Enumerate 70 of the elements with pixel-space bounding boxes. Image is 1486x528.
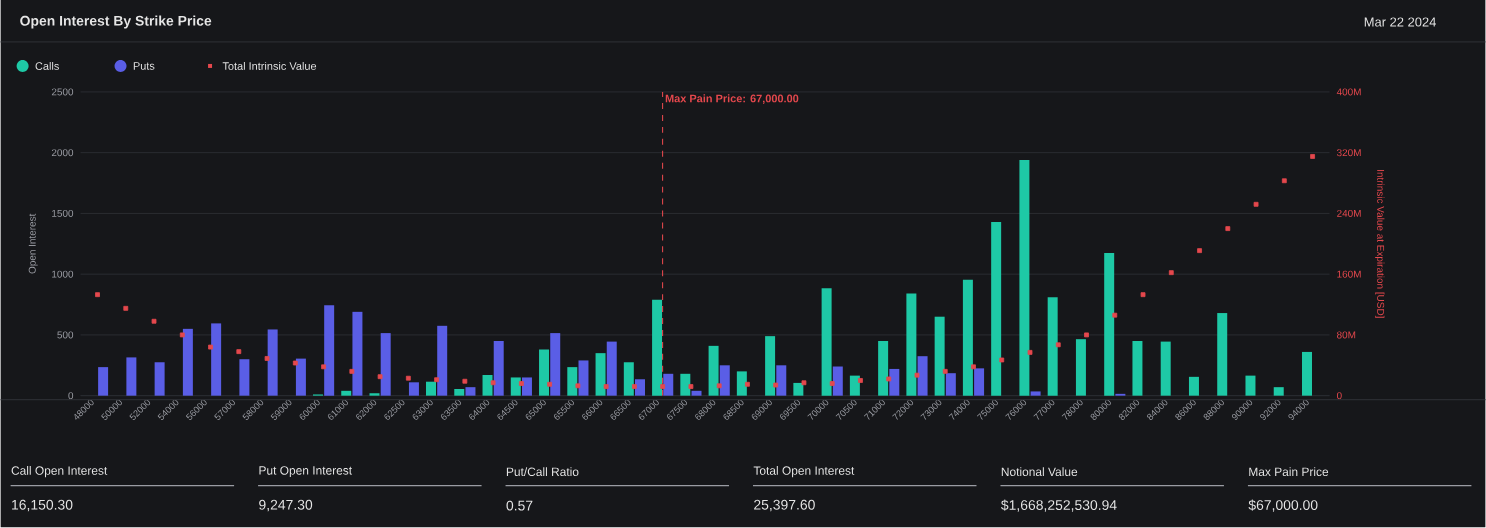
bar (267, 329, 278, 396)
bar (126, 357, 137, 396)
bar (652, 299, 663, 396)
bar (98, 367, 109, 396)
bar (878, 341, 889, 396)
bar (832, 366, 843, 396)
bar (239, 359, 250, 396)
bar (906, 293, 917, 396)
bar (1217, 313, 1228, 396)
bar (352, 312, 363, 396)
point (292, 360, 298, 366)
bar (1075, 339, 1086, 396)
bar (821, 288, 832, 396)
bar (1245, 375, 1256, 396)
bar (182, 329, 193, 396)
bar (974, 368, 985, 396)
bar (635, 379, 645, 396)
bar (482, 375, 493, 396)
point (999, 357, 1005, 363)
bar (776, 365, 787, 396)
bar (962, 279, 973, 396)
bar (849, 375, 860, 396)
bar (889, 369, 900, 396)
point (1281, 178, 1287, 184)
bar (1019, 160, 1030, 396)
bar (465, 387, 476, 396)
point (1168, 270, 1174, 276)
bar (550, 333, 561, 396)
bar (719, 365, 730, 396)
bar (154, 362, 165, 396)
bar (324, 305, 335, 396)
bar (539, 349, 550, 396)
bar (1104, 253, 1115, 396)
bar (1047, 297, 1058, 396)
bar (708, 346, 719, 396)
bar (521, 377, 532, 396)
bar (380, 333, 391, 396)
bar (793, 383, 804, 396)
bar (1301, 352, 1312, 396)
bar (510, 377, 521, 396)
bar (917, 356, 928, 396)
point (490, 380, 496, 386)
bar (934, 316, 945, 396)
bar (765, 336, 776, 396)
point (264, 356, 270, 362)
bar (437, 326, 448, 396)
bar (578, 360, 589, 396)
bar (945, 373, 956, 396)
bar (1188, 377, 1199, 396)
bar (736, 371, 747, 396)
bar (606, 341, 617, 396)
bar (1273, 387, 1284, 396)
bar (663, 374, 674, 396)
bar (1132, 341, 1143, 396)
bar (454, 389, 465, 396)
point (603, 384, 609, 390)
bar (408, 382, 419, 396)
bar (623, 362, 634, 396)
point (801, 380, 807, 386)
bar (1160, 341, 1171, 396)
point (688, 384, 694, 390)
bar (680, 374, 691, 396)
bar (595, 353, 606, 396)
bar (295, 358, 306, 396)
bar (493, 341, 504, 396)
bar (211, 323, 222, 396)
bar (426, 381, 436, 396)
bar (567, 367, 578, 396)
point (1140, 292, 1146, 298)
bar (991, 222, 1002, 396)
